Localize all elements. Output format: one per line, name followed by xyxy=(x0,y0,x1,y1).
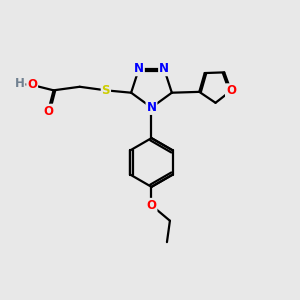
Text: N: N xyxy=(146,101,157,114)
Text: N: N xyxy=(159,62,169,75)
Text: O: O xyxy=(146,199,157,212)
Text: S: S xyxy=(102,84,110,97)
Text: N: N xyxy=(134,62,144,75)
Text: O: O xyxy=(27,79,37,92)
Text: O: O xyxy=(43,105,53,118)
Text: O: O xyxy=(226,84,236,97)
Text: H: H xyxy=(15,77,25,90)
